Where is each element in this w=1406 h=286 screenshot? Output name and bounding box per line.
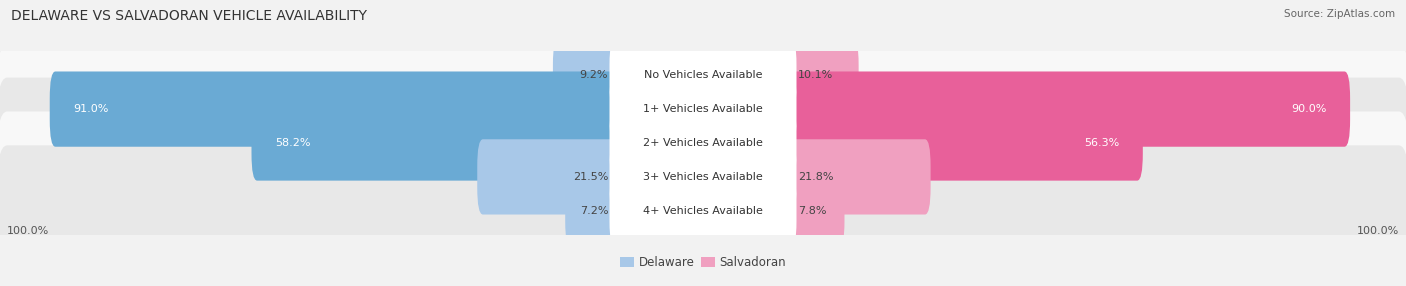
Text: DELAWARE VS SALVADORAN VEHICLE AVAILABILITY: DELAWARE VS SALVADORAN VEHICLE AVAILABIL…	[11, 9, 367, 23]
Text: 21.8%: 21.8%	[799, 172, 834, 182]
Text: 9.2%: 9.2%	[579, 70, 609, 80]
Text: 3+ Vehicles Available: 3+ Vehicles Available	[643, 172, 763, 182]
FancyBboxPatch shape	[610, 173, 796, 249]
FancyBboxPatch shape	[0, 78, 1406, 208]
FancyBboxPatch shape	[477, 139, 621, 214]
Text: 7.2%: 7.2%	[579, 206, 609, 216]
Text: 4+ Vehicles Available: 4+ Vehicles Available	[643, 206, 763, 216]
Text: 10.1%: 10.1%	[799, 70, 834, 80]
FancyBboxPatch shape	[0, 10, 1406, 141]
FancyBboxPatch shape	[610, 139, 796, 214]
FancyBboxPatch shape	[252, 105, 621, 181]
Legend: Delaware, Salvadoran: Delaware, Salvadoran	[620, 256, 786, 269]
Text: 56.3%: 56.3%	[1084, 138, 1119, 148]
FancyBboxPatch shape	[49, 72, 621, 147]
FancyBboxPatch shape	[610, 37, 796, 113]
FancyBboxPatch shape	[553, 37, 621, 113]
FancyBboxPatch shape	[0, 44, 1406, 174]
Text: 21.5%: 21.5%	[572, 172, 609, 182]
FancyBboxPatch shape	[610, 72, 796, 147]
Text: 100.0%: 100.0%	[1357, 226, 1399, 236]
FancyBboxPatch shape	[785, 72, 1350, 147]
FancyBboxPatch shape	[785, 105, 1143, 181]
Text: No Vehicles Available: No Vehicles Available	[644, 70, 762, 80]
Text: 7.8%: 7.8%	[799, 206, 827, 216]
Text: 90.0%: 90.0%	[1292, 104, 1327, 114]
Text: 58.2%: 58.2%	[274, 138, 311, 148]
FancyBboxPatch shape	[0, 112, 1406, 242]
FancyBboxPatch shape	[610, 105, 796, 181]
FancyBboxPatch shape	[0, 145, 1406, 276]
FancyBboxPatch shape	[565, 173, 621, 249]
Text: 91.0%: 91.0%	[73, 104, 108, 114]
Text: Source: ZipAtlas.com: Source: ZipAtlas.com	[1284, 9, 1395, 19]
FancyBboxPatch shape	[785, 37, 859, 113]
FancyBboxPatch shape	[785, 139, 931, 214]
Text: 100.0%: 100.0%	[7, 226, 49, 236]
Text: 2+ Vehicles Available: 2+ Vehicles Available	[643, 138, 763, 148]
Text: 1+ Vehicles Available: 1+ Vehicles Available	[643, 104, 763, 114]
FancyBboxPatch shape	[785, 173, 845, 249]
